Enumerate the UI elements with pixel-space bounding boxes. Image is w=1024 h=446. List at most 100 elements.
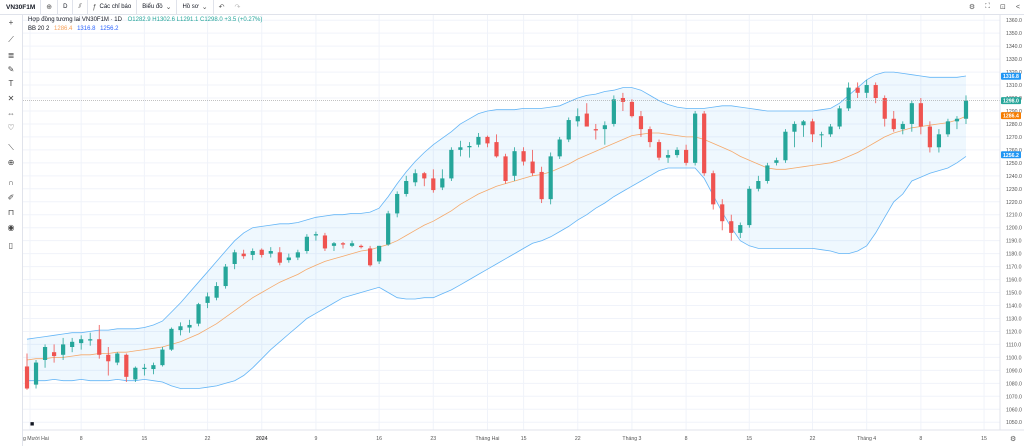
candle-body: [783, 131, 788, 161]
candle-body: [232, 252, 237, 264]
drawing-toolbar: + ⟋ ≣ ✎ T ✕ ⇔ ♡ ⟍ ⊕ ∩ ✐ ⊓ ◉ ▯: [0, 15, 23, 446]
symbol-search-button[interactable]: VN30F1M: [0, 0, 42, 14]
price-axis[interactable]: 1360.01350.01340.01330.01320.01310.01300…: [999, 15, 1024, 446]
candle: [810, 118, 815, 143]
candle-body: [440, 178, 445, 188]
candle-body: [963, 100, 969, 119]
candle-body: [169, 328, 174, 350]
magnet-icon[interactable]: ∩: [8, 178, 14, 187]
price-tick-label: 1230.0: [1006, 187, 1022, 193]
candle: [259, 248, 264, 258]
settings-icon[interactable]: ⚙: [968, 4, 976, 11]
candle: [70, 337, 75, 353]
trendline-icon[interactable]: ⟋: [8, 35, 14, 44]
candle: [494, 134, 499, 158]
candle-body: [665, 155, 671, 158]
trash-icon[interactable]: ▯: [8, 241, 14, 250]
candle-body: [331, 243, 337, 246]
price-tick-label: 1170.0: [1006, 265, 1022, 271]
templates-button[interactable]: Hồ sơ ⌄: [177, 0, 214, 14]
price-tick-label: 1110.0: [1006, 342, 1021, 348]
candle: [386, 210, 391, 246]
chart-type-button[interactable]: Biểu đồ ⌄: [137, 0, 178, 14]
fullscreen-icon[interactable]: ⛶: [985, 3, 991, 10]
candle-body: [24, 366, 30, 389]
price-tag: [1001, 112, 1021, 120]
brush-icon[interactable]: ✎: [7, 65, 15, 74]
candle: [837, 105, 842, 130]
candle-body: [656, 142, 662, 158]
candle: [160, 347, 165, 367]
candle: [693, 110, 698, 166]
price-tick-label: 1090.0: [1006, 368, 1022, 374]
indicators-button[interactable]: ƒ Các chỉ báo: [88, 0, 138, 14]
candle: [331, 241, 337, 252]
candle-body: [720, 204, 725, 222]
candle: [774, 157, 779, 166]
grid-lines: [23, 15, 1000, 430]
ruler-icon[interactable]: ⟍: [8, 143, 14, 152]
candle: [521, 147, 526, 166]
redo-icon: ↷: [234, 4, 241, 11]
fib-icon[interactable]: ≣: [7, 51, 15, 60]
candle-body: [142, 367, 147, 370]
measure-icon[interactable]: ⇔: [7, 109, 15, 118]
candle: [79, 335, 84, 350]
candle: [702, 110, 707, 176]
text-icon[interactable]: T: [8, 79, 14, 88]
candle: [304, 234, 309, 254]
heart-icon[interactable]: ♡: [7, 123, 15, 132]
candle-body: [846, 87, 851, 109]
legend-ohlc: O1282.9 H1302.6 L1291.1 C1298.0 +3.5 (+0…: [127, 17, 263, 23]
axis-settings-icon[interactable]: ⚙: [1010, 435, 1016, 443]
price-tag-label: 1298.0: [1003, 99, 1019, 105]
time-axis[interactable]: Tháng Mười Hai 8 15 22 2024 9 16 23 Tháng Hai 15 2…: [0, 421, 1024, 446]
candle-body: [747, 188, 752, 226]
undo-button[interactable]: ↶: [214, 0, 230, 14]
candle: [963, 95, 969, 124]
time-tick-label: Tháng 4: [857, 436, 876, 442]
pattern-icon[interactable]: ✕: [7, 94, 15, 103]
share-icon[interactable]: <: [1015, 3, 1020, 11]
candle: [241, 249, 246, 259]
bb-upper-line: [26, 71, 967, 340]
candle: [33, 359, 39, 389]
price-tick-label: 1210.0: [1006, 213, 1022, 219]
candle: [413, 169, 418, 187]
candle: [322, 232, 328, 252]
price-tick-label: 1340.0: [1006, 44, 1022, 50]
redo-button[interactable]: ↷: [229, 0, 245, 14]
candle: [783, 129, 788, 163]
candle: [756, 175, 761, 192]
price-tick-label: 1080.0: [1006, 381, 1022, 387]
candle-body: [413, 173, 418, 183]
compare-button[interactable]: ⫽: [73, 0, 88, 14]
candle-body: [548, 156, 553, 200]
candle: [792, 121, 797, 148]
candle-body: [693, 113, 698, 163]
candle-body: [756, 181, 761, 189]
crosshair-icon[interactable]: +: [8, 18, 14, 27]
zoom-icon[interactable]: ⊕: [7, 158, 15, 167]
candle-body: [61, 344, 66, 355]
candle-body: [774, 160, 779, 163]
time-tick-label: 8: [685, 436, 688, 442]
candle-body: [223, 266, 228, 287]
candle-body: [467, 145, 472, 148]
candle: [575, 108, 580, 127]
candle-body: [42, 347, 48, 360]
price-tick-label: 1350.0: [1006, 31, 1022, 37]
add-symbol-button[interactable]: ⊕: [41, 0, 59, 14]
candle: [900, 121, 905, 135]
lock-icon[interactable]: ⊓: [7, 208, 15, 217]
snapshot-icon[interactable]: ⊡: [1000, 4, 1006, 11]
candle: [864, 79, 869, 98]
price-tag-label: 1256.2: [1003, 153, 1019, 159]
lock-draw-icon[interactable]: ✐: [7, 193, 15, 202]
tradingview-logo-icon: ■: [30, 421, 34, 428]
interval-button[interactable]: D: [58, 0, 74, 14]
legend-bb-row[interactable]: BB 20 2 1286.4 1316.8 1256.2: [28, 25, 262, 34]
candlestick-series: [24, 79, 969, 390]
eye-icon[interactable]: ◉: [7, 223, 15, 232]
